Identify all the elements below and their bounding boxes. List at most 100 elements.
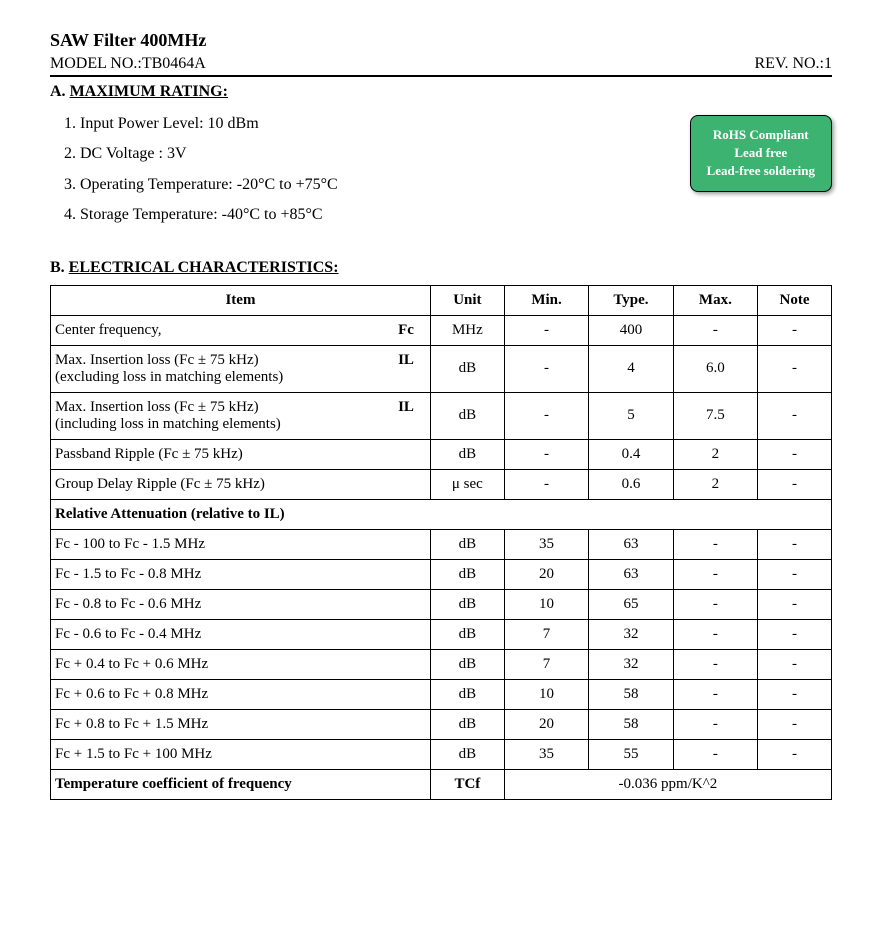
cell: - xyxy=(504,469,588,499)
cell: 0.4 xyxy=(589,439,673,469)
cell: - xyxy=(504,315,588,345)
max-item-3: 3. Operating Temperature: -20°C to +75°C xyxy=(64,170,338,200)
cell: 32 xyxy=(589,649,673,679)
cell-item: Center frequency,Fc xyxy=(51,315,431,345)
rohs-badge: RoHS Compliant Lead free Lead-free solde… xyxy=(690,115,832,192)
cell-item: Max. Insertion loss (Fc ± 75 kHz)(exclud… xyxy=(51,345,431,392)
cell: - xyxy=(758,649,832,679)
cell: - xyxy=(673,315,757,345)
cell: 7 xyxy=(504,619,588,649)
section-a-heading: A. MAXIMUM RATING: xyxy=(50,83,832,101)
cell: - xyxy=(673,619,757,649)
cell: 65 xyxy=(589,589,673,619)
cell: - xyxy=(504,345,588,392)
th-unit: Unit xyxy=(430,285,504,315)
section-b-title: ELECTRICAL CHARACTERISTICS: xyxy=(69,259,339,276)
rev-no: REV. NO.:1 xyxy=(755,55,833,73)
doc-title: SAW Filter 400MHz xyxy=(50,30,832,51)
cell: 55 xyxy=(589,739,673,769)
cell: - xyxy=(758,529,832,559)
table-row: Fc + 0.8 to Fc + 1.5 MHzdB2058-- xyxy=(51,709,832,739)
cell: 2 xyxy=(673,469,757,499)
table-row: Fc + 0.4 to Fc + 0.6 MHzdB732-- xyxy=(51,649,832,679)
th-max: Max. xyxy=(673,285,757,315)
cell: - xyxy=(758,392,832,439)
tcf-sym: TCf xyxy=(430,769,504,799)
table-row: Fc - 0.8 to Fc - 0.6 MHzdB1065-- xyxy=(51,589,832,619)
cell: dB xyxy=(430,619,504,649)
cell-item: Fc + 1.5 to Fc + 100 MHz xyxy=(51,739,431,769)
cell: 35 xyxy=(504,529,588,559)
th-min: Min. xyxy=(504,285,588,315)
cell: μ sec xyxy=(430,469,504,499)
th-type: Type. xyxy=(589,285,673,315)
cell: 4 xyxy=(589,345,673,392)
cell: - xyxy=(673,649,757,679)
cell-item: Fc + 0.8 to Fc + 1.5 MHz xyxy=(51,709,431,739)
table-row: Group Delay Ripple (Fc ± 75 kHz)μ sec-0.… xyxy=(51,469,832,499)
cell: dB xyxy=(430,529,504,559)
subheading-cell: Relative Attenuation (relative to IL) xyxy=(51,499,832,529)
cell: - xyxy=(673,589,757,619)
cell: 2 xyxy=(673,439,757,469)
cell-item: Fc + 0.6 to Fc + 0.8 MHz xyxy=(51,679,431,709)
cell: 58 xyxy=(589,709,673,739)
cell-item: Fc - 0.8 to Fc - 0.6 MHz xyxy=(51,589,431,619)
cell: - xyxy=(673,679,757,709)
max-item-1: 1. Input Power Level: 10 dBm xyxy=(64,109,338,139)
rohs-line1: RoHS Compliant xyxy=(707,126,815,144)
cell: - xyxy=(758,345,832,392)
table-row: Max. Insertion loss (Fc ± 75 kHz)(exclud… xyxy=(51,345,832,392)
cell: 7.5 xyxy=(673,392,757,439)
cell-item: Passband Ripple (Fc ± 75 kHz) xyxy=(51,439,431,469)
cell: - xyxy=(673,709,757,739)
section-a-prefix: A. xyxy=(50,83,70,100)
cell: dB xyxy=(430,739,504,769)
cell: - xyxy=(504,392,588,439)
cell-item: Fc - 100 to Fc - 1.5 MHz xyxy=(51,529,431,559)
cell: - xyxy=(758,315,832,345)
cell: - xyxy=(758,589,832,619)
section-a-title: MAXIMUM RATING: xyxy=(70,83,228,100)
max-item-2: 2. DC Voltage : 3V xyxy=(64,139,338,169)
cell: 63 xyxy=(589,529,673,559)
section-b-prefix: B. xyxy=(50,259,69,276)
cell: 400 xyxy=(589,315,673,345)
cell: dB xyxy=(430,439,504,469)
cell: 10 xyxy=(504,679,588,709)
cell: - xyxy=(758,469,832,499)
table-row: Center frequency,FcMHz-400-- xyxy=(51,315,832,345)
cell: dB xyxy=(430,709,504,739)
table-row: Fc - 100 to Fc - 1.5 MHzdB3563-- xyxy=(51,529,832,559)
cell: - xyxy=(673,529,757,559)
cell: 6.0 xyxy=(673,345,757,392)
cell: 63 xyxy=(589,559,673,589)
table-row: Fc - 0.6 to Fc - 0.4 MHzdB732-- xyxy=(51,619,832,649)
max-item-4: 4. Storage Temperature: -40°C to +85°C xyxy=(64,200,338,230)
cell: 35 xyxy=(504,739,588,769)
cell: dB xyxy=(430,679,504,709)
cell: - xyxy=(758,739,832,769)
th-note: Note xyxy=(758,285,832,315)
cell-item: Fc - 0.6 to Fc - 0.4 MHz xyxy=(51,619,431,649)
cell: dB xyxy=(430,559,504,589)
cell: 7 xyxy=(504,649,588,679)
section-b-heading: B. ELECTRICAL CHARACTERISTICS: xyxy=(50,259,832,277)
cell: 20 xyxy=(504,709,588,739)
cell: dB xyxy=(430,345,504,392)
cell: - xyxy=(758,709,832,739)
tcf-value: -0.036 ppm/K^2 xyxy=(504,769,831,799)
th-item: Item xyxy=(51,285,431,315)
max-rating-list: 1. Input Power Level: 10 dBm 2. DC Volta… xyxy=(50,109,338,231)
model-no: MODEL NO.:TB0464A xyxy=(50,55,206,73)
cell: - xyxy=(758,679,832,709)
table-row: Max. Insertion loss (Fc ± 75 kHz)(includ… xyxy=(51,392,832,439)
table-row: Passband Ripple (Fc ± 75 kHz)dB-0.42- xyxy=(51,439,832,469)
table-row: Fc - 1.5 to Fc - 0.8 MHzdB2063-- xyxy=(51,559,832,589)
electrical-table: Item Unit Min. Type. Max. Note Center fr… xyxy=(50,285,832,800)
tcf-label: Temperature coefficient of frequency xyxy=(51,769,431,799)
cell: dB xyxy=(430,392,504,439)
cell-item: Fc - 1.5 to Fc - 0.8 MHz xyxy=(51,559,431,589)
cell: 58 xyxy=(589,679,673,709)
cell: - xyxy=(504,439,588,469)
